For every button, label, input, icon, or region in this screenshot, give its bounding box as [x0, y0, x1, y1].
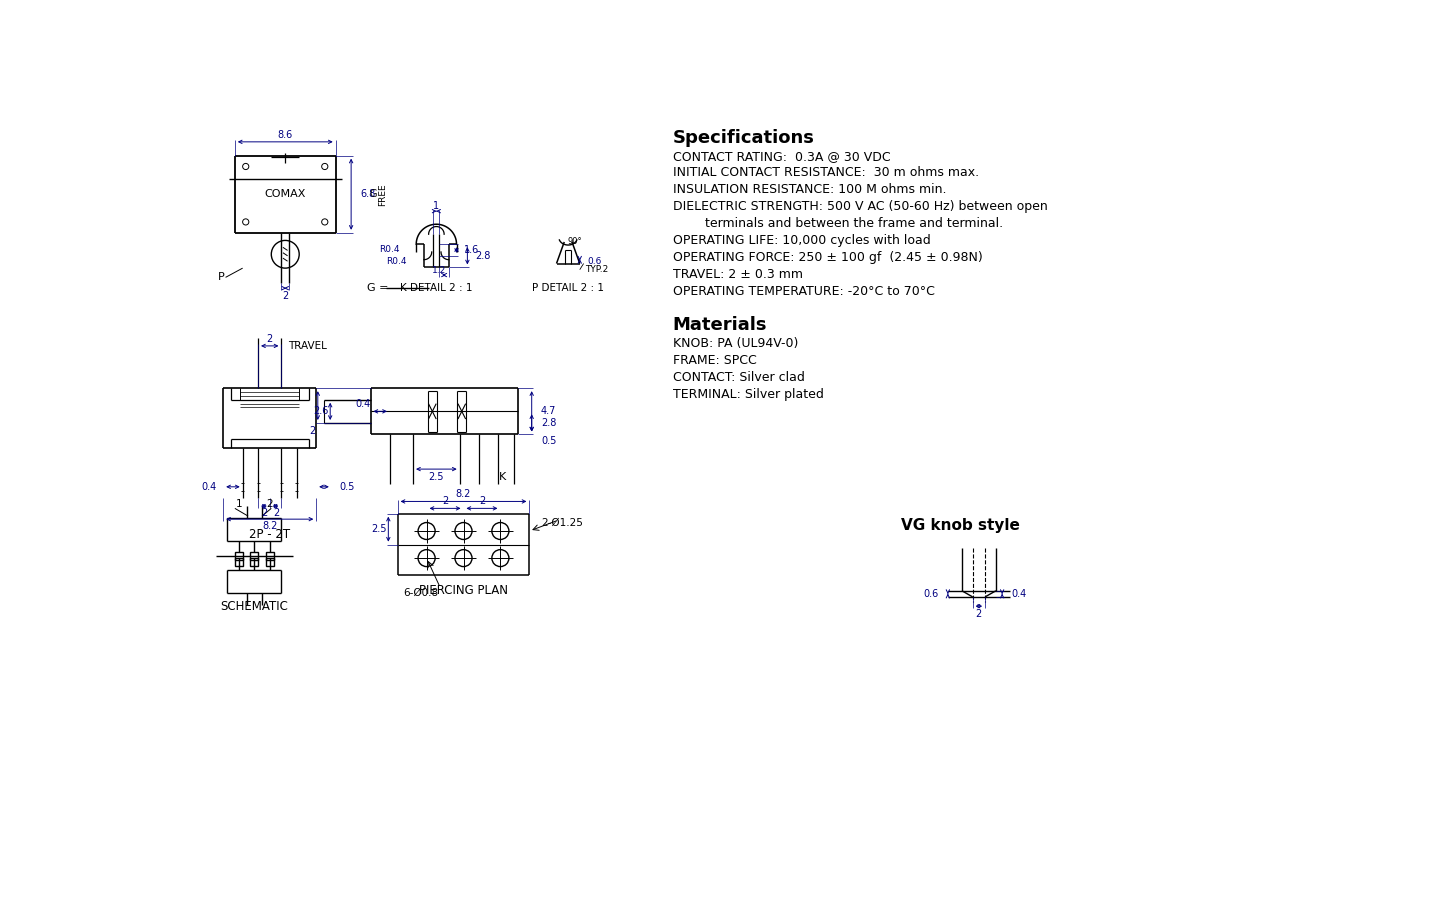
- Text: 0.6: 0.6: [923, 589, 939, 599]
- Text: INITIAL CONTACT RESISTANCE:  30 m ohms max.: INITIAL CONTACT RESISTANCE: 30 m ohms ma…: [673, 166, 978, 179]
- Text: CONTACT: Silver clad: CONTACT: Silver clad: [673, 371, 805, 384]
- Text: INSULATION RESISTANCE: 100 M ohms min.: INSULATION RESISTANCE: 100 M ohms min.: [673, 184, 946, 197]
- Text: 2: 2: [478, 496, 486, 506]
- Text: 2.6: 2.6: [314, 406, 328, 416]
- Text: 8.6: 8.6: [277, 130, 293, 140]
- Text: K: K: [499, 471, 506, 482]
- Text: VG knob style: VG knob style: [902, 517, 1020, 533]
- Text: 2.5: 2.5: [429, 471, 444, 482]
- Text: 1.2: 1.2: [432, 266, 447, 275]
- Text: 0.4: 0.4: [202, 482, 217, 492]
- Text: R0.4: R0.4: [379, 245, 399, 255]
- Text: DIELECTRIC STRENGTH: 500 V AC (50-60 Hz) between open: DIELECTRIC STRENGTH: 500 V AC (50-60 Hz)…: [673, 200, 1048, 213]
- Bar: [266, 552, 273, 560]
- Text: K DETAIL 2 : 1: K DETAIL 2 : 1: [400, 283, 473, 293]
- Text: TRAVEL: TRAVEL: [288, 341, 327, 351]
- Text: 0.4: 0.4: [355, 399, 370, 409]
- Text: 2: 2: [975, 609, 983, 618]
- Text: PIERCING PLAN: PIERCING PLAN: [419, 584, 509, 597]
- Bar: [236, 552, 243, 560]
- Text: 1: 1: [236, 499, 243, 509]
- Text: 2.8: 2.8: [540, 418, 556, 428]
- Text: 1: 1: [434, 200, 439, 210]
- Text: 2P - 2T: 2P - 2T: [249, 528, 290, 541]
- Text: 2-Ø1.25: 2-Ø1.25: [540, 518, 582, 528]
- Text: 4.7: 4.7: [540, 406, 556, 416]
- Text: OPERATING FORCE: 250 ± 100 gf  (2.45 ± 0.98N): OPERATING FORCE: 250 ± 100 gf (2.45 ± 0.…: [673, 251, 983, 264]
- Text: 0.5: 0.5: [540, 436, 556, 446]
- Text: COMAX: COMAX: [264, 189, 306, 199]
- Text: Specifications: Specifications: [673, 129, 815, 147]
- Text: Materials: Materials: [673, 316, 767, 334]
- Text: 0.5: 0.5: [340, 482, 355, 492]
- Text: 2.5: 2.5: [371, 524, 387, 534]
- Text: 2: 2: [309, 425, 315, 436]
- Text: TYP.2: TYP.2: [585, 266, 608, 274]
- Text: TERMINAL: Silver plated: TERMINAL: Silver plated: [673, 388, 824, 402]
- Bar: [236, 559, 243, 566]
- Text: 6.8: 6.8: [360, 189, 376, 199]
- Bar: [266, 559, 273, 566]
- Text: SCHEMATIC: SCHEMATIC: [220, 600, 288, 613]
- Text: P: P: [218, 272, 224, 282]
- Text: 1.6: 1.6: [464, 244, 480, 255]
- Text: FREE: FREE: [377, 183, 387, 206]
- Text: terminals and between the frame and terminal.: terminals and between the frame and term…: [673, 217, 1003, 231]
- Text: R0.4: R0.4: [386, 257, 407, 267]
- Text: OPERATING TEMPERATURE: -20°C to 70°C: OPERATING TEMPERATURE: -20°C to 70°C: [673, 285, 935, 298]
- Text: FRAME: SPCC: FRAME: SPCC: [673, 355, 757, 368]
- Text: KNOB: PA (UL94V-0): KNOB: PA (UL94V-0): [673, 337, 798, 350]
- Text: 6-Ø0.8: 6-Ø0.8: [403, 587, 438, 597]
- Text: TRAVEL: 2 ± 0.3 mm: TRAVEL: 2 ± 0.3 mm: [673, 268, 803, 281]
- Text: 90°: 90°: [566, 237, 582, 246]
- Text: 0.6: 0.6: [588, 256, 603, 266]
- Bar: [250, 552, 259, 560]
- Text: G =: G =: [367, 283, 389, 293]
- Text: 2: 2: [262, 508, 267, 518]
- Text: P DETAIL 2 : 1: P DETAIL 2 : 1: [532, 283, 604, 293]
- Text: OPERATING LIFE: 10,000 cycles with load: OPERATING LIFE: 10,000 cycles with load: [673, 234, 931, 247]
- Bar: [250, 559, 259, 566]
- Text: 2: 2: [442, 496, 448, 506]
- Text: G: G: [368, 189, 377, 199]
- Text: 0.4: 0.4: [1011, 589, 1027, 599]
- Text: 8.2: 8.2: [455, 489, 471, 499]
- Text: 2: 2: [282, 290, 289, 301]
- Text: CONTACT RATING:  0.3A @ 30 VDC: CONTACT RATING: 0.3A @ 30 VDC: [673, 150, 890, 163]
- Text: 2.8: 2.8: [475, 251, 490, 261]
- Text: 2: 2: [267, 334, 273, 344]
- Text: 2: 2: [266, 499, 273, 509]
- Text: 8.2: 8.2: [262, 521, 277, 531]
- Text: 2: 2: [273, 508, 279, 518]
